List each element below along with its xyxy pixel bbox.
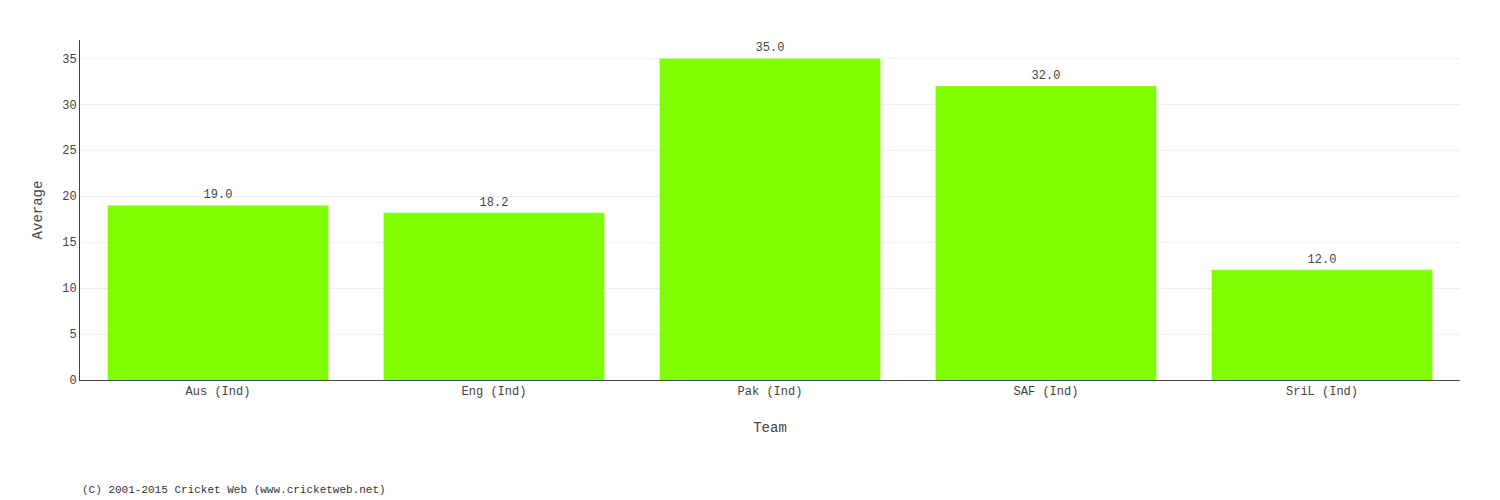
svg-text:18.2: 18.2 [480, 196, 509, 210]
svg-text:Aus (Ind): Aus (Ind) [186, 385, 251, 399]
svg-text:12.0: 12.0 [1308, 253, 1337, 267]
svg-text:Eng (Ind): Eng (Ind) [462, 385, 527, 399]
svg-text:10: 10 [62, 282, 76, 296]
svg-text:SAF (Ind): SAF (Ind) [1014, 385, 1079, 399]
svg-text:5: 5 [69, 328, 76, 342]
svg-text:(C) 2001-2015 Cricket Web (www: (C) 2001-2015 Cricket Web (www.cricketwe… [82, 484, 386, 496]
svg-text:35.0: 35.0 [756, 41, 785, 55]
svg-text:Team: Team [753, 420, 787, 436]
svg-text:15: 15 [62, 236, 76, 250]
svg-text:35: 35 [62, 53, 76, 67]
svg-text:Average: Average [30, 181, 46, 240]
svg-text:19.0: 19.0 [204, 188, 233, 202]
svg-text:20: 20 [62, 190, 76, 204]
svg-text:Pak (Ind): Pak (Ind) [738, 385, 803, 399]
svg-text:30: 30 [62, 99, 76, 113]
svg-text:32.0: 32.0 [1032, 69, 1061, 83]
svg-text:0: 0 [69, 374, 76, 388]
svg-text:SriL (Ind): SriL (Ind) [1286, 385, 1358, 399]
svg-text:25: 25 [62, 144, 76, 158]
